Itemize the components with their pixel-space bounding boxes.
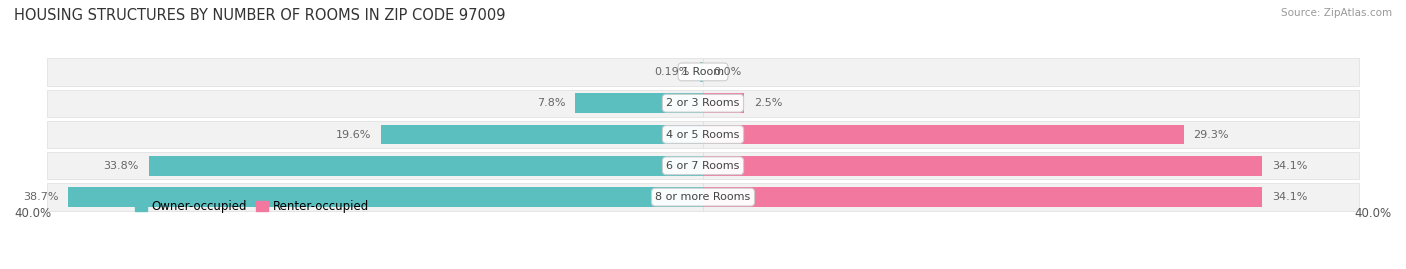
Bar bbox=[703, 94, 744, 113]
Text: 40.0%: 40.0% bbox=[1355, 207, 1392, 220]
Text: 7.8%: 7.8% bbox=[537, 98, 565, 108]
Bar bbox=[703, 183, 1360, 211]
Text: 33.8%: 33.8% bbox=[104, 161, 139, 171]
Text: 4 or 5 Rooms: 4 or 5 Rooms bbox=[666, 129, 740, 140]
Bar bbox=[381, 125, 703, 144]
Bar bbox=[46, 152, 703, 179]
Bar bbox=[703, 125, 1184, 144]
Text: 2.5%: 2.5% bbox=[754, 98, 782, 108]
Bar bbox=[700, 62, 703, 82]
Text: 1 Room: 1 Room bbox=[682, 67, 724, 77]
Bar bbox=[703, 58, 1360, 86]
Text: 34.1%: 34.1% bbox=[1272, 161, 1308, 171]
Bar bbox=[46, 58, 703, 86]
Text: 0.19%: 0.19% bbox=[655, 67, 690, 77]
Bar bbox=[46, 90, 703, 117]
Bar bbox=[703, 156, 1263, 175]
Text: 2 or 3 Rooms: 2 or 3 Rooms bbox=[666, 98, 740, 108]
Text: HOUSING STRUCTURES BY NUMBER OF ROOMS IN ZIP CODE 97009: HOUSING STRUCTURES BY NUMBER OF ROOMS IN… bbox=[14, 8, 506, 23]
Text: 6 or 7 Rooms: 6 or 7 Rooms bbox=[666, 161, 740, 171]
Bar bbox=[69, 187, 703, 207]
Bar bbox=[703, 90, 1360, 117]
Bar bbox=[703, 187, 1263, 207]
Bar bbox=[149, 156, 703, 175]
Bar bbox=[46, 121, 703, 148]
Text: Source: ZipAtlas.com: Source: ZipAtlas.com bbox=[1281, 8, 1392, 18]
Text: 40.0%: 40.0% bbox=[14, 207, 51, 220]
Text: 19.6%: 19.6% bbox=[336, 129, 371, 140]
Text: 34.1%: 34.1% bbox=[1272, 192, 1308, 202]
Text: 38.7%: 38.7% bbox=[22, 192, 58, 202]
Bar bbox=[703, 121, 1360, 148]
Text: 8 or more Rooms: 8 or more Rooms bbox=[655, 192, 751, 202]
Bar bbox=[703, 152, 1360, 179]
Bar bbox=[46, 183, 703, 211]
Legend: Owner-occupied, Renter-occupied: Owner-occupied, Renter-occupied bbox=[131, 196, 374, 218]
Bar bbox=[575, 94, 703, 113]
Text: 29.3%: 29.3% bbox=[1194, 129, 1229, 140]
Text: 0.0%: 0.0% bbox=[713, 67, 741, 77]
